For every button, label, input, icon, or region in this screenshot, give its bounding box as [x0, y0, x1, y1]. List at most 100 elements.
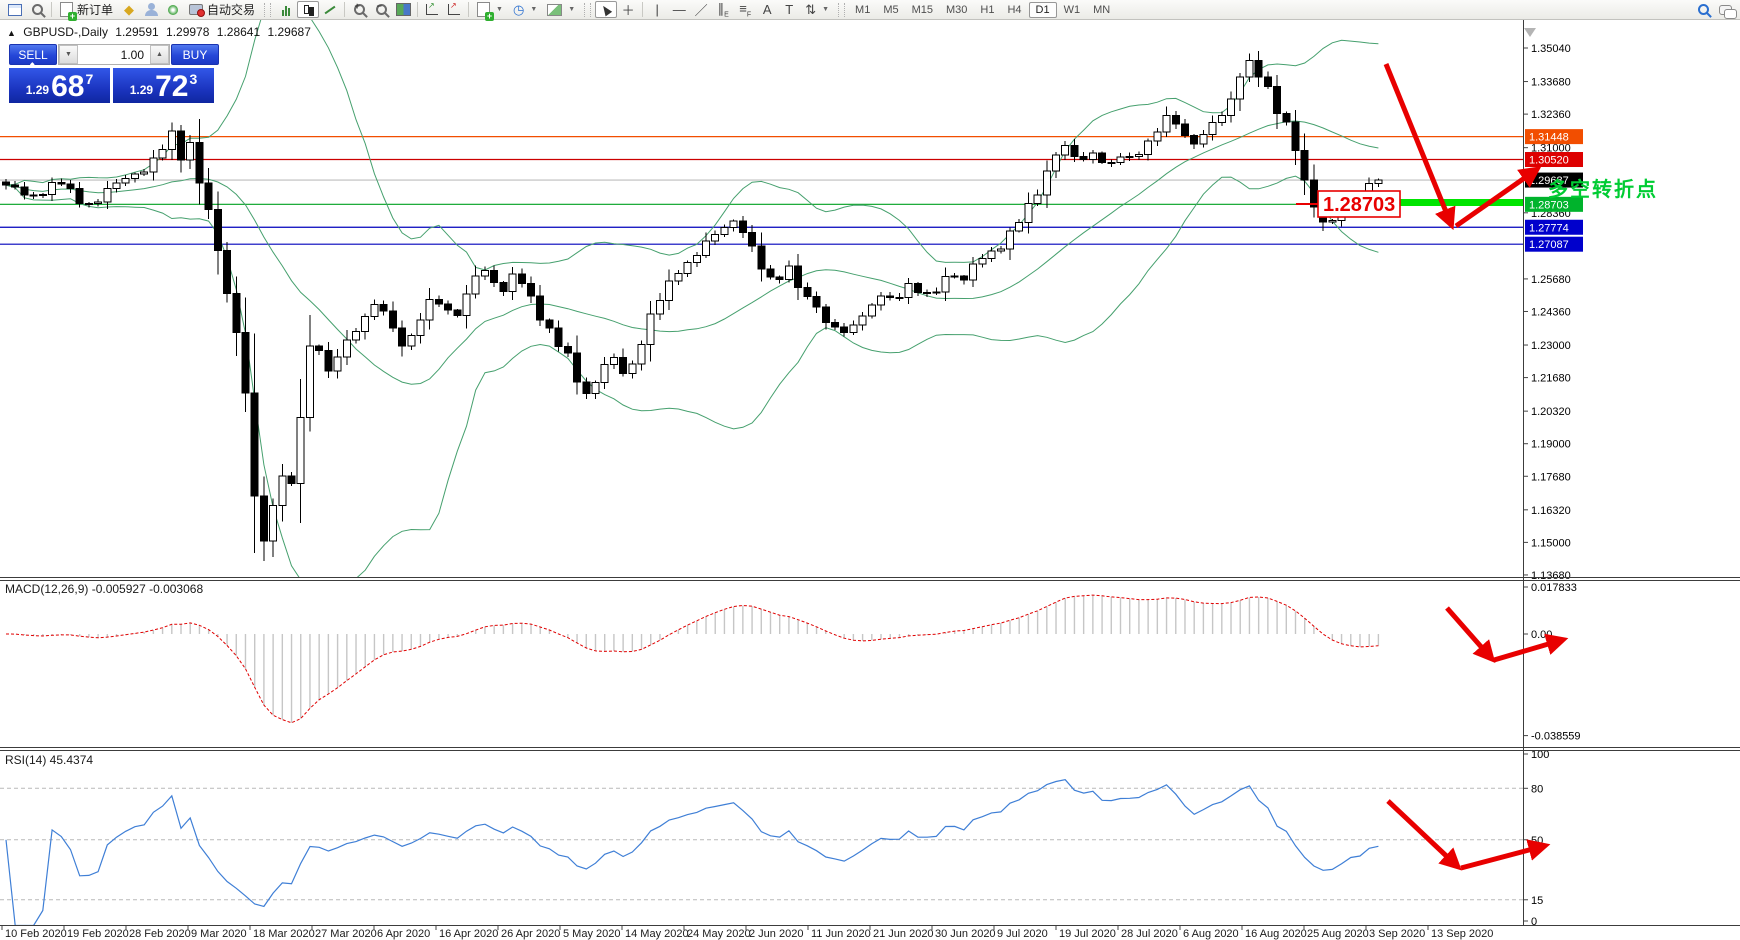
timeframe-d1[interactable]: D1 [1028, 1, 1057, 18]
horizontal-line-tool-icon[interactable]: — [672, 2, 686, 17]
main-trend-arrow[interactable] [1454, 166, 1542, 229]
rsi-trend-arrow[interactable] [1460, 839, 1551, 871]
horizontal-level-lines[interactable] [0, 136, 1523, 245]
symbol-marker-icon: ▲ [7, 28, 16, 38]
community-icon[interactable] [140, 1, 162, 18]
svg-text:26 Apr 2020: 26 Apr 2020 [501, 928, 560, 940]
volume-up-button[interactable]: ▲ [150, 45, 169, 64]
candlestick-chart-type-icon[interactable] [297, 1, 320, 18]
template-button[interactable]: ▼ [542, 1, 580, 18]
symbol-period-label: GBPUSD-,Daily [23, 25, 108, 39]
date-axis[interactable]: 10 Feb 2020 19 Feb 2020 28 Feb 2020 9 Mar 2… [1, 926, 1493, 940]
svg-text:100: 100 [1531, 749, 1549, 761]
auto-scroll-icon[interactable] [421, 1, 443, 18]
channel-tool-icon[interactable]: ∥E [717, 0, 729, 19]
zoom-out-icon[interactable]: − [370, 1, 392, 18]
buy-price[interactable]: 1.29 72 3 [113, 68, 214, 103]
svg-text:1.17680: 1.17680 [1531, 471, 1571, 483]
ohlc-low: 1.28641 [216, 25, 261, 39]
svg-text:30 Jun 2020: 30 Jun 2020 [935, 928, 996, 940]
market-watch-icon[interactable] [26, 1, 48, 18]
sell-button[interactable]: SELL [9, 44, 57, 68]
macd-trend-arrow[interactable] [1445, 606, 1496, 663]
timeframe-h4[interactable]: H4 [1007, 3, 1022, 16]
svg-text:1.13680: 1.13680 [1531, 570, 1571, 582]
toolbar-grip[interactable] [264, 2, 272, 17]
svg-text:1.31448: 1.31448 [1529, 132, 1569, 144]
volume-stepper[interactable]: ▼ 1.00 ▲ [58, 44, 170, 65]
autotrading-icon [189, 4, 206, 17]
bollinger-bands [5, 20, 1379, 578]
toolbar-separator [642, 2, 644, 17]
svg-text:6 Aug 2020: 6 Aug 2020 [1183, 928, 1239, 940]
toolbar-grip[interactable] [838, 2, 846, 17]
candlestick-series [2, 51, 1383, 561]
new-order-icon [60, 2, 77, 21]
signals-icon[interactable] [162, 1, 184, 18]
sell-price-figure: 1.29 [25, 83, 50, 97]
toolbar-separator [468, 2, 470, 17]
bar-chart-type-icon[interactable] [275, 1, 297, 18]
volume-down-button[interactable]: ▼ [59, 45, 78, 64]
svg-text:1.16320: 1.16320 [1531, 505, 1571, 517]
main-trend-arrow[interactable] [1383, 63, 1456, 231]
new-order-button[interactable]: 新订单 [55, 1, 118, 21]
price-callout-box[interactable] [1317, 190, 1401, 218]
timeframe-mn[interactable]: MN [1093, 3, 1111, 16]
svg-text:1.20320: 1.20320 [1531, 406, 1571, 418]
buy-button[interactable]: BUY [171, 44, 219, 65]
rsi-trend-arrow[interactable] [1386, 799, 1462, 871]
arrows-tool-icon[interactable]: ⇅ ▼ [805, 1, 830, 17]
search-icon[interactable] [1692, 1, 1714, 18]
timeframe-m15[interactable]: M15 [911, 3, 933, 16]
svg-text:1.30520: 1.30520 [1529, 155, 1569, 167]
svg-text:18 Mar 2020: 18 Mar 2020 [253, 928, 315, 940]
text-label-tool-icon[interactable]: T [785, 2, 794, 17]
svg-text:16 Apr 2020: 16 Apr 2020 [439, 928, 498, 940]
trendline-tool-icon[interactable]: ／ [694, 3, 708, 18]
main-toolbar: 新订单 ◆ 自动交易 + − ▼ ◷▼ ▼ ＋ | — ／ ∥E ≡F A T … [0, 0, 1740, 21]
chart-shift-marker[interactable] [1524, 28, 1536, 37]
line-chart-type-icon[interactable] [319, 1, 341, 18]
timeframe-m30[interactable]: M30 [946, 3, 968, 16]
svg-text:-0.038559: -0.038559 [1531, 731, 1581, 743]
macd-trend-arrow[interactable] [1493, 633, 1569, 663]
chart-window-icon[interactable] [4, 1, 26, 18]
toolbar-grip[interactable] [584, 2, 592, 17]
template-icon [547, 3, 563, 16]
svg-text:1.27774: 1.27774 [1529, 222, 1569, 234]
timeframe-w1[interactable]: W1 [1063, 3, 1081, 16]
green-highlight-bar[interactable] [1396, 199, 1523, 206]
cursor-tool-icon[interactable] [595, 1, 618, 18]
history-center-icon[interactable]: ◆ [124, 1, 135, 17]
chart-shift-icon[interactable] [443, 1, 465, 18]
tile-windows-icon[interactable] [392, 1, 414, 18]
crosshair-tool-icon[interactable]: ＋ [621, 3, 635, 18]
sell-price[interactable]: 1.29 68 7 [9, 68, 110, 103]
vertical-line-tool-icon[interactable]: | [655, 2, 659, 17]
svg-text:1.24360: 1.24360 [1531, 306, 1571, 318]
timeframe-h1[interactable]: H1 [980, 3, 995, 16]
svg-text:1.31000: 1.31000 [1531, 143, 1571, 155]
zoom-in-icon[interactable]: + [348, 1, 370, 18]
text-tool-icon[interactable]: A [762, 2, 772, 17]
volume-value[interactable]: 1.00 [78, 45, 150, 64]
autotrading-button[interactable]: 自动交易 [184, 1, 260, 18]
timeframe-m1[interactable]: M1 [855, 3, 871, 16]
svg-text:2 Jun 2020: 2 Jun 2020 [749, 928, 803, 940]
svg-text:5 May 2020: 5 May 2020 [563, 928, 620, 940]
toolbar-separator [417, 2, 419, 17]
chat-icon[interactable] [1714, 1, 1737, 19]
macd-axis[interactable]: 0.017833 0.00 -0.038559 [1523, 582, 1581, 743]
add-indicator-button[interactable]: ▼ [472, 1, 508, 21]
ohlc-high: 1.29978 [166, 25, 210, 39]
period-button[interactable]: ◷ ▼ [512, 1, 538, 17]
price-axis[interactable]: 1.350401.336801.323601.310001.283601.256… [1523, 28, 1583, 582]
fibonacci-tool-icon[interactable]: ≡F [739, 0, 752, 19]
timeframe-m5[interactable]: M5 [883, 3, 899, 16]
svg-text:3 Sep 2020: 3 Sep 2020 [1369, 928, 1425, 940]
svg-text:0.017833: 0.017833 [1531, 582, 1577, 594]
